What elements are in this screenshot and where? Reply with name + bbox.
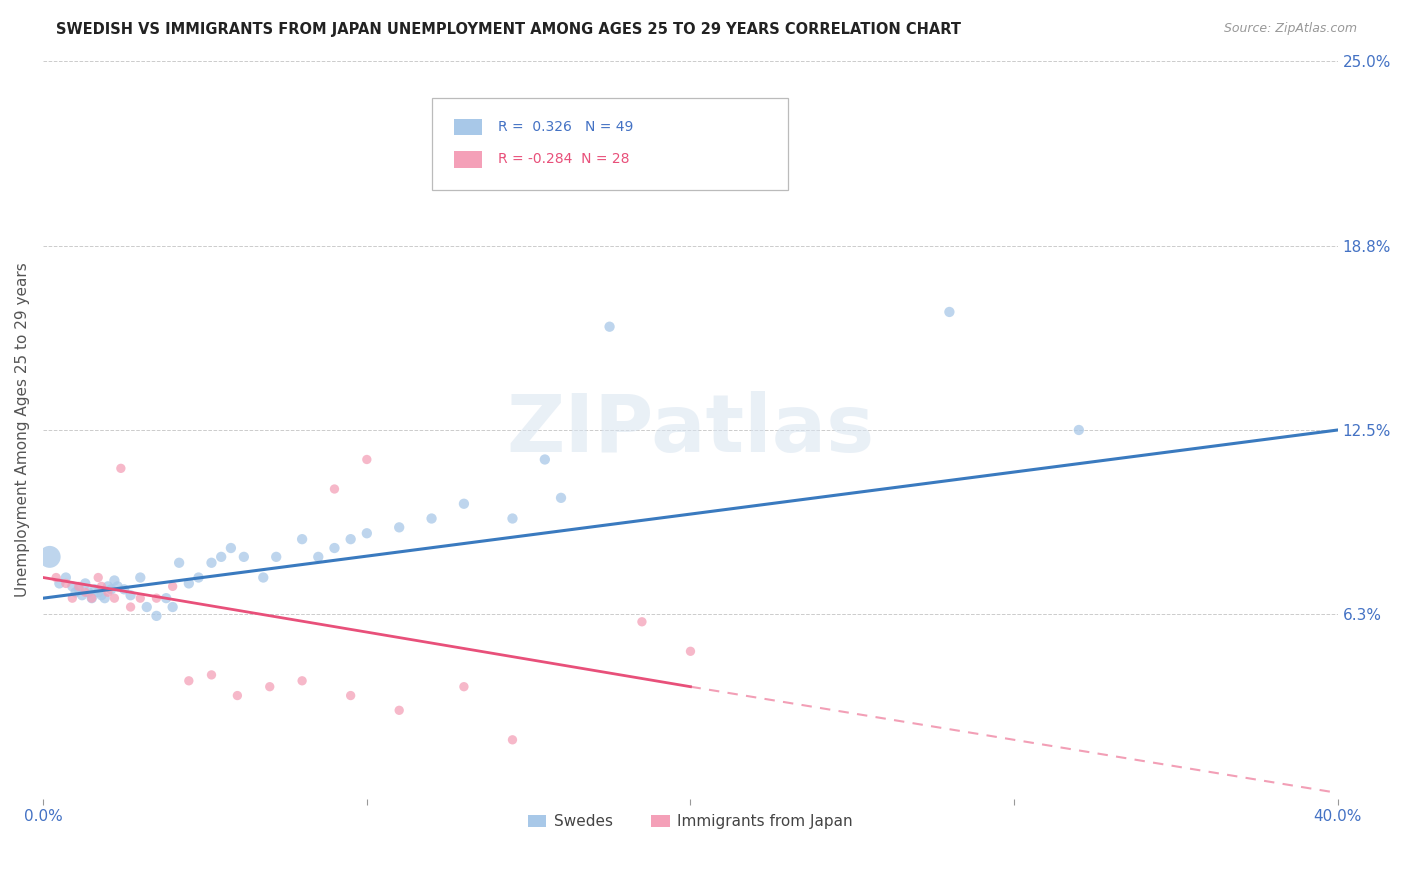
Point [162, 600, 184, 615]
Text: ZIPatlas: ZIPatlas [506, 391, 875, 469]
Point [534, 452, 557, 467]
Point [323, 541, 346, 555]
Point [501, 732, 523, 747]
Point [70, 588, 93, 602]
Point [48, 576, 70, 591]
Point [103, 574, 125, 588]
Point [135, 600, 157, 615]
Point [200, 556, 222, 570]
Point [60, 591, 83, 606]
Point [65, 585, 87, 599]
Text: Source: ZipAtlas.com: Source: ZipAtlas.com [1223, 22, 1357, 36]
Text: R = -0.284  N = 28: R = -0.284 N = 28 [498, 153, 628, 167]
Bar [454, 119, 482, 136]
Point [177, 673, 200, 688]
Point [631, 615, 654, 629]
Point [145, 608, 167, 623]
Point [388, 703, 411, 717]
Point [129, 570, 152, 584]
Point [679, 172, 702, 186]
Point [259, 680, 281, 694]
Point [339, 689, 361, 703]
Point [87, 585, 110, 599]
Point [550, 491, 572, 505]
Point [291, 532, 314, 546]
Point [155, 591, 177, 606]
Point [167, 556, 190, 570]
Point [55, 570, 77, 584]
Point [93, 591, 115, 606]
Point [187, 570, 209, 584]
Point [323, 482, 346, 496]
Point [339, 532, 361, 546]
Text: SWEDISH VS IMMIGRANTS FROM JAPAN UNEMPLOYMENT AMONG AGES 25 TO 29 YEARS CORRELAT: SWEDISH VS IMMIGRANTS FROM JAPAN UNEMPLO… [56, 22, 962, 37]
Legend: Swedes, Immigrants from Japan: Swedes, Immigrants from Japan [522, 808, 859, 836]
Point [38, 549, 60, 564]
Point [501, 511, 523, 525]
Point [938, 305, 960, 319]
Bar [454, 152, 482, 168]
Point [75, 576, 97, 591]
Point [112, 582, 135, 597]
Point [356, 452, 378, 467]
Point [200, 668, 222, 682]
Point [291, 673, 314, 688]
Point [453, 680, 475, 694]
Point [356, 526, 378, 541]
Point [67, 579, 90, 593]
Point [97, 579, 120, 593]
Point [67, 582, 90, 597]
Point [80, 591, 103, 606]
Point [420, 511, 443, 525]
Point [145, 591, 167, 606]
Point [453, 497, 475, 511]
Point [599, 319, 621, 334]
Text: R =  0.326   N = 49: R = 0.326 N = 49 [498, 120, 633, 134]
Point [110, 461, 132, 475]
Point [103, 591, 125, 606]
Point [120, 600, 142, 615]
Point [90, 579, 112, 593]
Point [388, 520, 411, 534]
Point [679, 644, 702, 658]
Point [107, 579, 129, 593]
Point [87, 570, 110, 584]
Point [264, 549, 287, 564]
Point [162, 579, 184, 593]
Point [307, 549, 329, 564]
Point [60, 579, 83, 593]
Point [97, 585, 120, 599]
Point [55, 576, 77, 591]
Point [100, 582, 122, 597]
Point [120, 588, 142, 602]
Point [232, 549, 254, 564]
Point [77, 585, 100, 599]
Point [129, 591, 152, 606]
Point [209, 549, 232, 564]
Y-axis label: Unemployment Among Ages 25 to 29 years: Unemployment Among Ages 25 to 29 years [15, 262, 30, 598]
Point [226, 689, 249, 703]
Point [177, 576, 200, 591]
Point [75, 585, 97, 599]
Point [90, 588, 112, 602]
Point [45, 570, 67, 584]
FancyBboxPatch shape [432, 98, 787, 190]
Point [80, 591, 103, 606]
Point [252, 570, 274, 584]
Point [84, 582, 107, 597]
Point [219, 541, 242, 555]
Point [1067, 423, 1090, 437]
